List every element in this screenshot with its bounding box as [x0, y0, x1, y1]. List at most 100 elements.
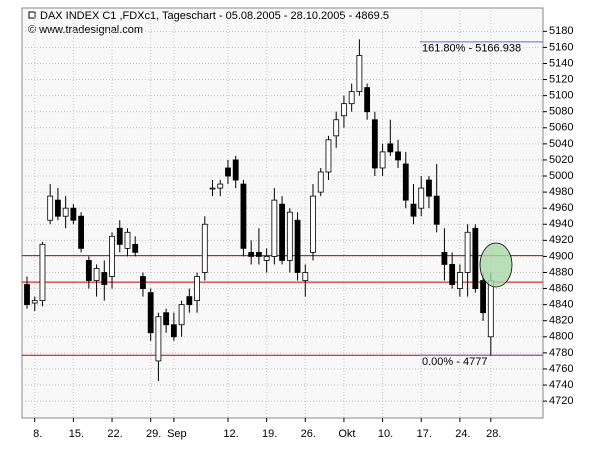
candle-body [31, 300, 38, 304]
candle-body [263, 256, 270, 261]
candle-body [140, 276, 146, 289]
candle-body [387, 143, 394, 153]
x-tick-label: 15. [69, 428, 84, 440]
x-tick-label: 10. [378, 428, 393, 440]
candle-body [186, 296, 193, 306]
x-tick-label: 29. [146, 428, 161, 440]
y-tick-label: 4980 [549, 186, 573, 198]
y-tick-label: 4760 [549, 363, 573, 375]
candle-body [178, 304, 185, 326]
chart-subtitle: © www.tradesignal.com [28, 24, 143, 36]
y-tick-label: 4920 [549, 234, 573, 246]
candle-body [248, 251, 255, 257]
candle-body [232, 159, 239, 181]
candle-body [85, 260, 92, 281]
x-tick-label: 19. [262, 428, 277, 440]
candle-body [317, 171, 324, 193]
candle-body [456, 272, 463, 289]
y-tick-label: 4860 [549, 282, 573, 294]
y-tick-label: 4960 [549, 202, 573, 214]
y-tick-label: 5080 [549, 106, 573, 118]
y-tick-label: 4940 [549, 218, 573, 230]
fib-label: 0.00% - 4777 [422, 356, 487, 368]
candle-body [78, 215, 85, 249]
candle-body [70, 207, 77, 221]
candle-body [39, 243, 46, 302]
highlight-ellipse [479, 242, 513, 288]
candle-body [255, 251, 262, 257]
x-tick-label: 17. [417, 428, 432, 440]
candle-body [310, 195, 316, 253]
candle-body [101, 272, 108, 285]
candle-body [364, 87, 371, 113]
candle-body [147, 292, 154, 334]
candle-body [464, 231, 471, 273]
candle-body [294, 219, 301, 273]
candle-body [132, 243, 139, 253]
candle-body [209, 187, 216, 190]
candle-body [441, 251, 448, 265]
y-tick-label: 5060 [549, 122, 573, 134]
candle-body [433, 195, 440, 225]
candle-body [155, 316, 162, 362]
candle-body [325, 139, 332, 173]
x-tick-label: 22. [107, 428, 122, 440]
x-tick-label: 24. [455, 428, 470, 440]
candle-body [24, 284, 30, 306]
y-tick-label: 5160 [549, 41, 573, 53]
y-tick-label: 4740 [549, 379, 573, 391]
candle-body [341, 103, 347, 117]
candle-body [480, 280, 486, 314]
candle-body [163, 312, 170, 326]
candle-body [402, 163, 409, 201]
y-tick-label: 5020 [549, 154, 573, 166]
candle-body [487, 280, 494, 338]
y-tick-label: 5140 [549, 57, 573, 69]
candle-body [279, 203, 285, 261]
candle-body [356, 55, 363, 93]
candle-body [286, 211, 293, 261]
candle-body [449, 264, 456, 285]
candle-body [371, 119, 378, 169]
x-tick-label: 8. [33, 428, 42, 440]
candle-body [225, 167, 231, 177]
candle-body [418, 187, 425, 209]
chart-title: DAX INDEX C1 ,FDXc1, Tageschart - 05.08.… [40, 10, 389, 22]
legend-icon [28, 11, 36, 19]
candle-body [271, 199, 278, 257]
y-tick-label: 5180 [549, 25, 573, 37]
candle-body [410, 203, 417, 217]
candle-body [379, 151, 386, 169]
y-tick-label: 4720 [549, 395, 573, 407]
y-tick-label: 4900 [549, 250, 573, 262]
candle-body [124, 231, 131, 249]
x-tick-label: 28. [486, 428, 501, 440]
candle-body [109, 235, 115, 277]
y-tick-label: 4780 [549, 347, 573, 359]
candle-body [395, 151, 401, 161]
y-tick-label: 4820 [549, 315, 573, 327]
candle-body [170, 324, 177, 338]
y-tick-label: 4800 [549, 331, 573, 343]
candle-body [116, 227, 123, 245]
candle-body [472, 227, 479, 289]
candle-body [426, 179, 432, 197]
y-tick-label: 5040 [549, 138, 573, 150]
x-tick-label: Okt [338, 428, 355, 440]
candle-body [55, 199, 61, 217]
candle-body [47, 195, 54, 221]
candle-body [194, 276, 200, 302]
candle-body [217, 183, 224, 189]
x-tick-label: 12. [223, 428, 238, 440]
y-tick-label: 4880 [549, 266, 573, 278]
plot: 4720 4740 4760 4780 4800 4820 4840 4860 4880 4900… [22, 8, 573, 440]
candle-body [302, 272, 309, 281]
y-tick-label: 5120 [549, 73, 573, 85]
candle-body [348, 91, 355, 105]
candle-body [240, 183, 247, 249]
candle-body [201, 223, 208, 273]
candle-body [333, 119, 340, 137]
y-tick-label: 5100 [549, 90, 573, 102]
